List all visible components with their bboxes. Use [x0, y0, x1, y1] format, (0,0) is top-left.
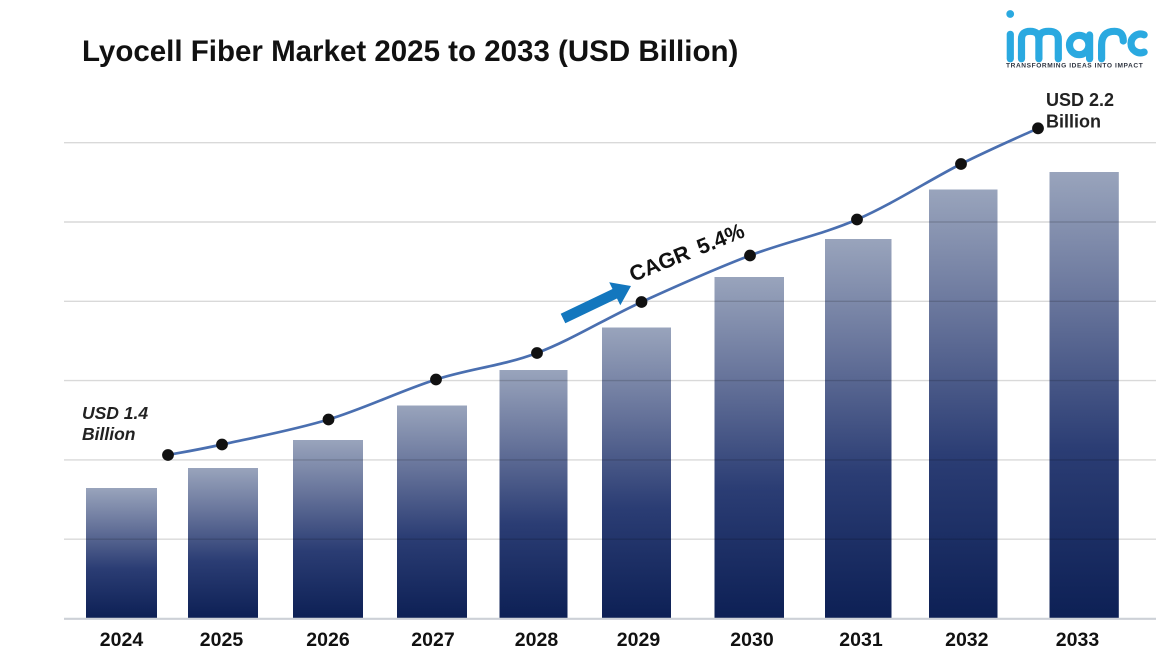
svg-text:Billion: Billion	[1046, 112, 1101, 132]
svg-text:USD 1.4: USD 1.4	[82, 403, 148, 423]
svg-text:2030: 2030	[730, 629, 774, 651]
svg-text:Billion: Billion	[82, 424, 135, 444]
svg-text:2028: 2028	[515, 629, 559, 651]
svg-text:2029: 2029	[617, 629, 661, 651]
svg-text:2031: 2031	[839, 629, 883, 651]
svg-text:2033: 2033	[1056, 629, 1100, 651]
svg-text:2027: 2027	[411, 629, 454, 651]
svg-text:2024: 2024	[100, 629, 144, 651]
svg-text:USD 2.2: USD 2.2	[1046, 90, 1114, 110]
svg-text:TRANSFORMING IDEAS INTO IMPACT: TRANSFORMING IDEAS INTO IMPACT	[1006, 63, 1143, 70]
svg-text:2032: 2032	[945, 629, 989, 651]
svg-text:2026: 2026	[306, 629, 350, 651]
svg-text:CAGR 5.4%: CAGR 5.4%	[626, 219, 748, 287]
svg-text:2025: 2025	[200, 629, 244, 651]
